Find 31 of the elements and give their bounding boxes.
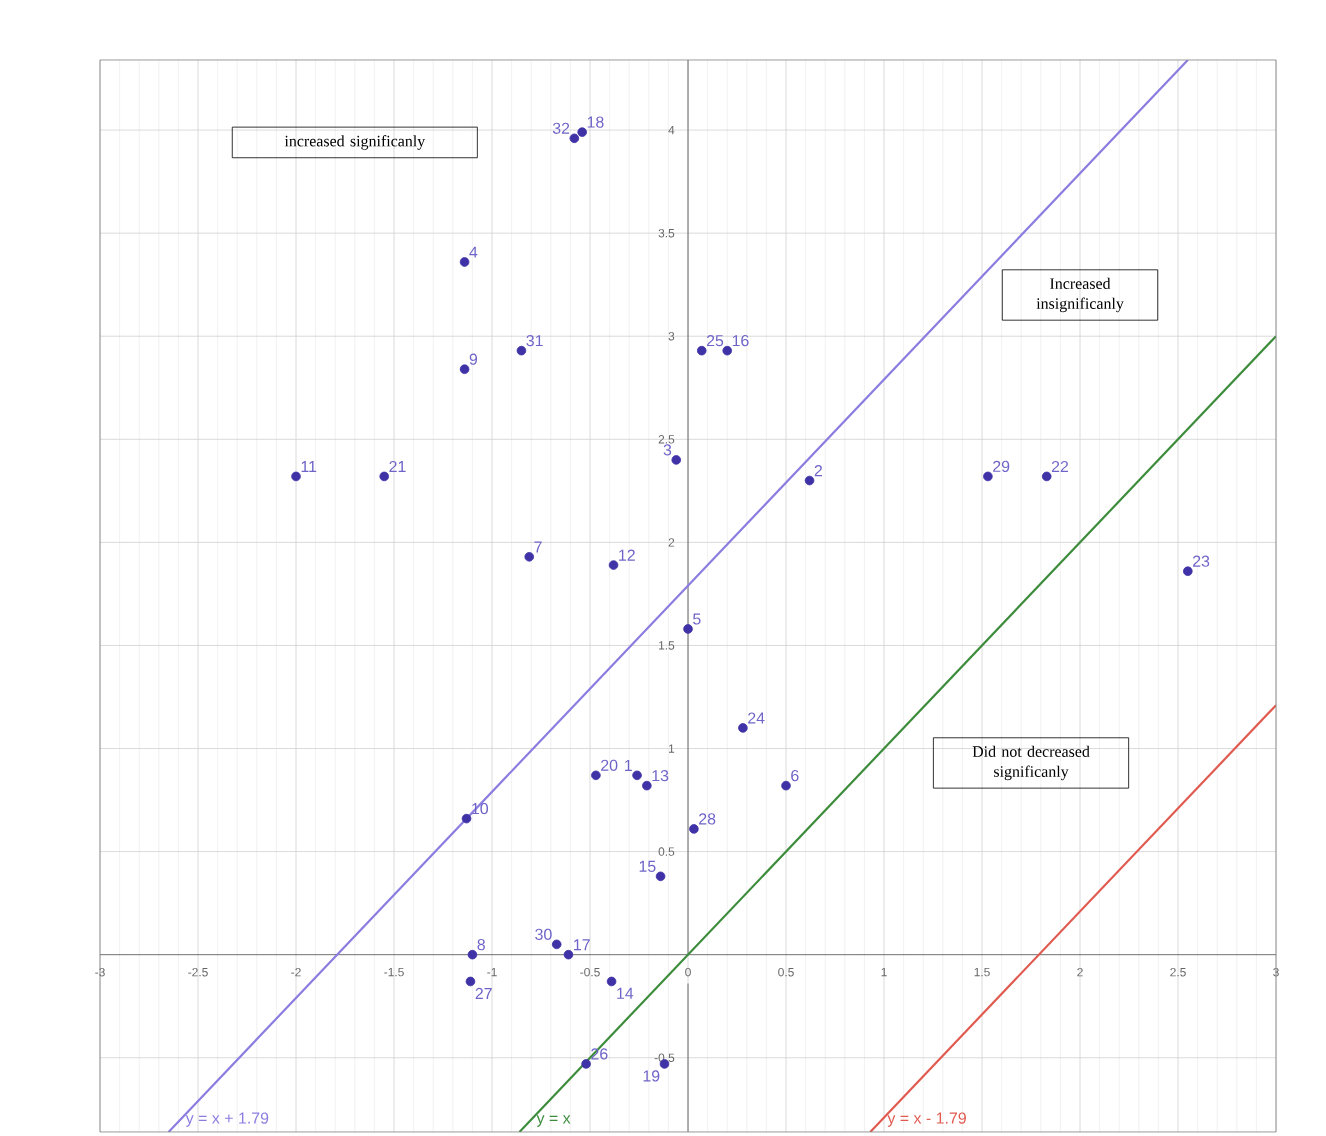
point: [722, 345, 732, 356]
point: [642, 780, 652, 791]
point: [983, 471, 993, 482]
point: [1041, 471, 1052, 482]
point: [465, 976, 476, 987]
point: [524, 552, 535, 562]
point: [804, 475, 815, 486]
point: [696, 345, 707, 356]
point: [291, 471, 301, 482]
point: [683, 624, 693, 634]
point: [461, 813, 472, 824]
point: [608, 560, 619, 570]
point: [1183, 566, 1193, 577]
point: [581, 1059, 591, 1069]
point: [591, 770, 601, 781]
point: [781, 780, 791, 791]
point: [467, 949, 478, 960]
point: [459, 257, 470, 267]
point: [671, 455, 682, 465]
point: [379, 471, 389, 482]
point: [459, 364, 470, 374]
point: [516, 345, 527, 356]
point: [563, 949, 574, 960]
point: [569, 133, 580, 144]
point: [738, 723, 748, 733]
point: [606, 976, 617, 987]
point: [689, 824, 699, 834]
point: [577, 127, 587, 137]
point: [551, 939, 562, 950]
point: [655, 871, 666, 882]
point: [632, 770, 642, 781]
